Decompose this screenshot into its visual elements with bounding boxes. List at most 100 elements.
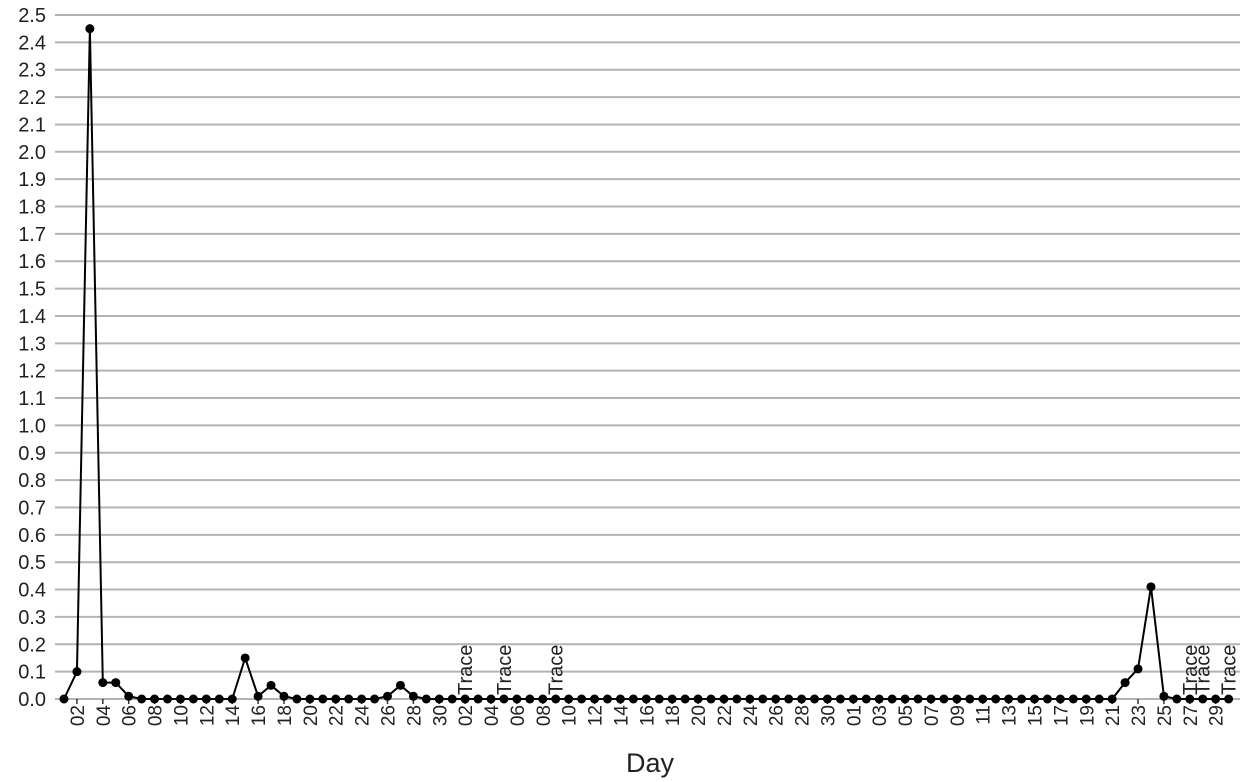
x-tick-label: 25 xyxy=(1155,705,1176,726)
data-point xyxy=(874,694,884,704)
data-point xyxy=(383,691,392,701)
x-tick-label: 24 xyxy=(741,705,762,727)
data-point xyxy=(732,694,742,704)
data-point xyxy=(861,694,871,704)
x-tick-label: 27 xyxy=(1181,705,1202,726)
data-point xyxy=(331,694,341,704)
data-point xyxy=(499,694,509,704)
data-point xyxy=(1017,694,1027,704)
x-tick-label: 03 xyxy=(870,705,891,726)
data-point xyxy=(1094,694,1104,704)
y-tick-label: 0.8 xyxy=(18,470,46,492)
data-point xyxy=(1120,678,1130,688)
x-tick-label: 02 xyxy=(68,705,89,726)
data-point xyxy=(926,694,936,704)
data-point xyxy=(1185,694,1195,704)
x-tick-label: 18 xyxy=(663,705,684,726)
data-point xyxy=(848,694,858,704)
data-point xyxy=(460,694,470,704)
data-point xyxy=(719,694,729,704)
x-tick-label: 02 xyxy=(456,705,477,726)
y-tick-label: 0.3 xyxy=(18,607,46,629)
annotation: Trace xyxy=(455,645,477,695)
data-point xyxy=(447,694,457,704)
x-tick-label: 21 xyxy=(1103,705,1124,726)
data-point xyxy=(1133,664,1143,674)
annotation: Trace xyxy=(494,645,516,695)
data-point xyxy=(680,694,690,704)
data-point xyxy=(395,680,405,690)
y-tick-label: 1.3 xyxy=(18,333,46,355)
y-tick-label: 1.7 xyxy=(18,224,46,246)
x-tick-label: 10 xyxy=(171,705,192,726)
x-tick-label: 22 xyxy=(327,705,348,726)
x-tick-label: 07 xyxy=(922,705,943,726)
data-point xyxy=(292,694,302,704)
data-point xyxy=(1068,694,1078,704)
y-tick-label: 1.8 xyxy=(18,197,46,219)
y-tick-label: 1.4 xyxy=(18,306,46,328)
y-tick-label: 1.2 xyxy=(18,361,46,383)
data-point xyxy=(654,694,664,704)
data-point xyxy=(706,694,716,704)
y-tick-label: 2.3 xyxy=(18,60,46,82)
data-point xyxy=(965,694,975,704)
data-point xyxy=(163,694,173,704)
data-point xyxy=(667,694,677,704)
data-point xyxy=(344,694,354,704)
data-point xyxy=(150,694,160,704)
data-point xyxy=(835,694,845,704)
x-tick-label: 23 xyxy=(1129,705,1150,726)
y-tick-label: 0.5 xyxy=(18,552,46,574)
y-tick-label: 1.9 xyxy=(18,169,46,191)
data-point xyxy=(1224,694,1234,704)
x-tick-label: 04 xyxy=(94,705,115,727)
x-tick-label: 11 xyxy=(974,705,995,725)
series-line xyxy=(63,28,1229,700)
data-point xyxy=(214,694,224,704)
x-tick-label: 28 xyxy=(793,705,814,726)
data-point xyxy=(279,691,289,701)
data-point xyxy=(641,694,651,704)
data-point xyxy=(1211,694,1221,704)
x-tick-label: 18 xyxy=(275,705,296,726)
annotation: Trace xyxy=(1193,645,1215,695)
data-point xyxy=(1107,694,1117,704)
data-point xyxy=(1042,694,1052,704)
data-point xyxy=(1159,691,1169,701)
data-point xyxy=(771,694,781,704)
data-point xyxy=(201,694,211,704)
data-point xyxy=(72,667,82,677)
data-point xyxy=(266,680,276,690)
y-tick-label: 0.6 xyxy=(18,525,46,547)
data-point xyxy=(305,694,315,704)
data-point xyxy=(602,694,612,704)
x-tick-label: 22 xyxy=(715,705,736,726)
data-point xyxy=(59,694,69,704)
data-point xyxy=(1030,694,1039,704)
data-point xyxy=(797,694,807,704)
data-point xyxy=(253,691,263,701)
annotation: Trace xyxy=(546,645,568,695)
x-tick-label: 08 xyxy=(146,705,167,726)
data-point xyxy=(408,691,418,701)
y-tick-label: 2.0 xyxy=(18,142,46,164)
x-tick-label: 15 xyxy=(1026,705,1047,726)
y-tick-label: 0.1 xyxy=(18,662,46,684)
data-point xyxy=(1172,694,1182,704)
x-tick-label: 14 xyxy=(611,705,632,727)
data-point xyxy=(357,694,367,704)
data-point xyxy=(693,694,703,704)
x-tick-label: 10 xyxy=(560,705,581,726)
x-tick-label: 13 xyxy=(1000,705,1021,726)
data-point xyxy=(745,694,755,704)
x-tick-label: 24 xyxy=(353,705,374,727)
x-tick-label: 30 xyxy=(430,705,451,726)
x-tick-label: 05 xyxy=(896,705,917,726)
data-point xyxy=(784,694,794,704)
data-point xyxy=(991,694,1001,704)
data-point xyxy=(512,694,522,704)
data-point xyxy=(370,694,380,704)
y-tick-label: 2.2 xyxy=(18,87,46,109)
